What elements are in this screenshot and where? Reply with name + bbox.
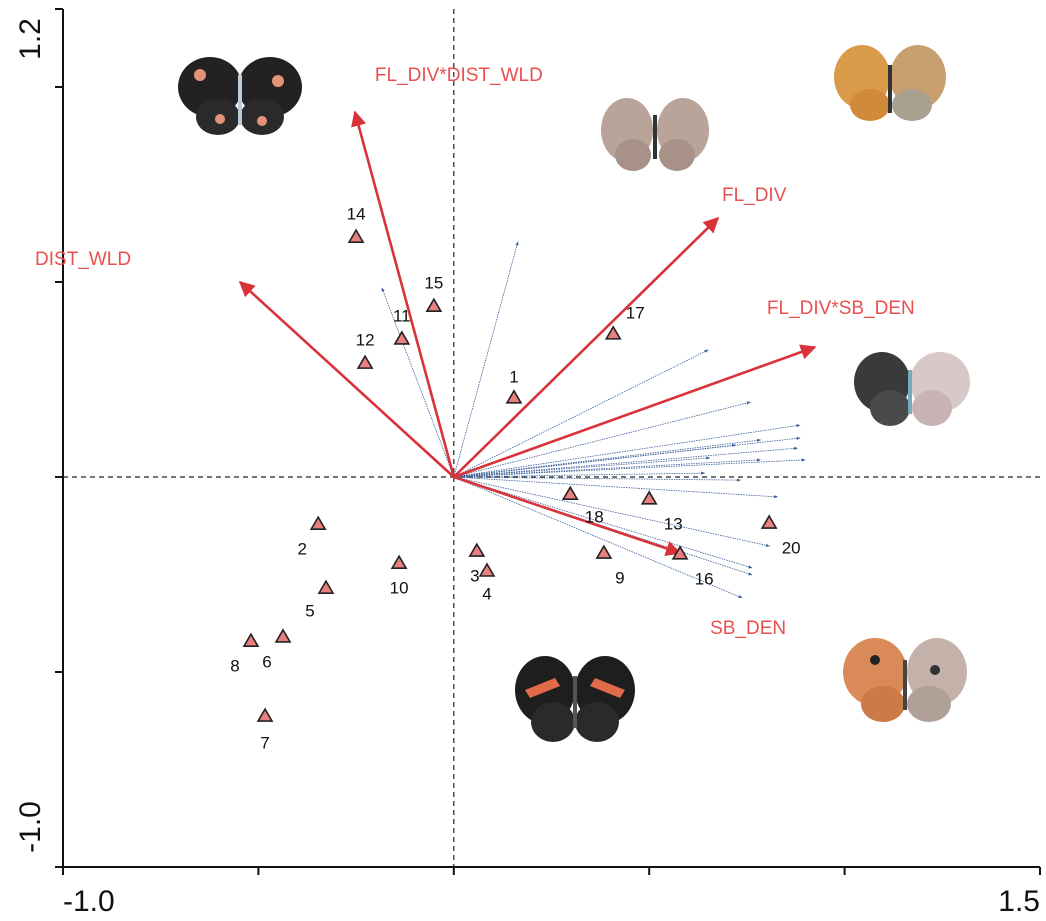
site-marker (347, 228, 365, 243)
variable-label: DIST_WLD (35, 249, 131, 270)
butterfly-icon (854, 352, 970, 426)
site-label: 12 (356, 331, 375, 350)
site-label: 4 (482, 584, 491, 603)
site-marker (242, 632, 260, 647)
site-marker (256, 707, 274, 722)
site-label: 18 (585, 508, 604, 527)
species-arrow (453, 424, 801, 478)
variable-arrow (453, 344, 817, 479)
site-marker (640, 490, 658, 505)
species-arrow (453, 401, 751, 478)
butterfly-icon (178, 57, 302, 135)
site-marker (561, 485, 579, 500)
site-marker (478, 562, 496, 577)
butterfly-icon (601, 98, 709, 171)
species-arrow (453, 456, 711, 478)
site-label: 20 (782, 539, 801, 558)
site-marker (317, 579, 335, 594)
site-marker (393, 330, 411, 345)
site-marker (390, 554, 408, 569)
site-label: 16 (695, 569, 714, 588)
species-arrow (453, 476, 770, 547)
site-label: 2 (297, 540, 306, 559)
variable-arrow (351, 110, 456, 478)
y-tick-label: -1.0 (14, 801, 47, 853)
variable-arrow (453, 475, 682, 556)
site-marker (425, 297, 443, 312)
species-arrow (453, 446, 799, 478)
site-marker (671, 545, 689, 560)
butterfly-icon (843, 638, 967, 722)
site-marker (309, 515, 327, 530)
site-marker (760, 514, 778, 529)
site-label: 10 (390, 579, 409, 598)
site-label: 11 (393, 306, 411, 325)
species-arrow (453, 241, 519, 478)
site-label: 15 (424, 274, 443, 293)
site-marker (468, 542, 486, 557)
site-label: 1 (509, 367, 518, 386)
species-arrow (453, 476, 742, 482)
site-label: 5 (305, 602, 314, 621)
variable-label: FL_DIV*DIST_WLD (375, 65, 543, 86)
butterfly-icon (515, 656, 635, 742)
species-arrow (453, 476, 753, 569)
x-tick-label: 1.5 (998, 885, 1040, 918)
site-marker (604, 325, 622, 340)
variable-arrow (452, 216, 720, 478)
species-arrow (453, 476, 779, 499)
variable-arrow (238, 280, 455, 478)
butterfly-illustrations (178, 45, 970, 742)
variable-label: FL_DIV (722, 185, 787, 206)
site-label: 13 (664, 514, 683, 533)
site-marker (356, 354, 374, 369)
species-arrow (453, 438, 761, 478)
species-arrow (453, 458, 806, 478)
species-arrow (453, 443, 736, 478)
site-label: 8 (230, 657, 239, 676)
site-label: 9 (615, 569, 624, 588)
y-tick-label: 1.2 (14, 18, 47, 60)
site-marker (505, 389, 523, 404)
site-marker (274, 628, 292, 643)
species-arrow (381, 287, 455, 478)
site-marker (595, 544, 613, 559)
species-arrow (453, 471, 706, 478)
species-arrow (453, 458, 761, 478)
variable-label: SB_DEN (710, 618, 786, 639)
site-label: 6 (262, 652, 271, 671)
site-label: 3 (470, 567, 479, 586)
butterfly-icon (834, 45, 946, 121)
species-arrow (453, 476, 743, 599)
site-label: 7 (260, 734, 269, 753)
site-label: 14 (347, 205, 366, 224)
site-label: 17 (626, 303, 645, 322)
x-tick-label: -1.0 (63, 885, 115, 918)
variable-label: FL_DIV*SB_DEN (767, 298, 915, 319)
